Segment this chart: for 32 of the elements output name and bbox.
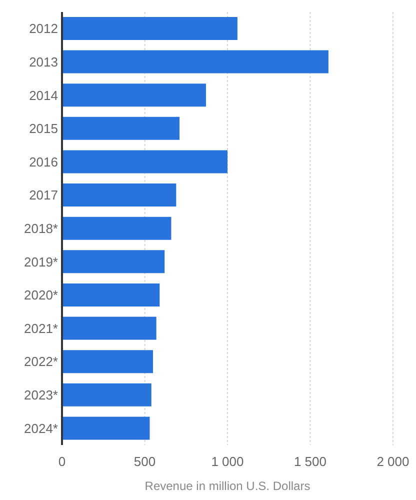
y-tick-label: 2018* [24,221,58,236]
bar [62,150,228,174]
y-tick-label: 2024* [24,420,58,436]
y-tick-label: 2013 [29,54,58,70]
x-tick-label: 1 500 [294,454,327,470]
x-tick-label: 0 [58,454,66,470]
bar [62,350,154,374]
bar [62,50,328,74]
x-tick-label: 1 000 [211,454,244,470]
y-tick-label: 2017 [29,188,58,203]
bar [62,283,160,306]
x-tick-label: 2 000 [376,454,410,470]
bar [62,16,238,40]
y-tick-label: 2020* [24,288,58,303]
bar [62,416,150,440]
bar [62,84,206,107]
bar [62,383,152,406]
bar [62,216,172,240]
y-tick-label: 2019* [24,254,58,270]
y-tick-label: 2023* [24,388,58,403]
y-tick-label: 2021* [24,320,58,336]
y-tick-label: 2014 [29,88,58,103]
y-tick-label: 2015 [29,121,58,136]
x-tick-label: 500 [134,454,156,470]
bar [62,116,180,140]
bar [62,184,176,207]
x-axis-title: Revenue in million U.S. Dollars [144,479,310,493]
y-tick-label: 2022* [24,354,58,370]
bar [62,316,156,340]
y-tick-label: 2012 [29,21,58,36]
bar [62,250,165,274]
y-tick-label: 2016 [29,154,58,170]
